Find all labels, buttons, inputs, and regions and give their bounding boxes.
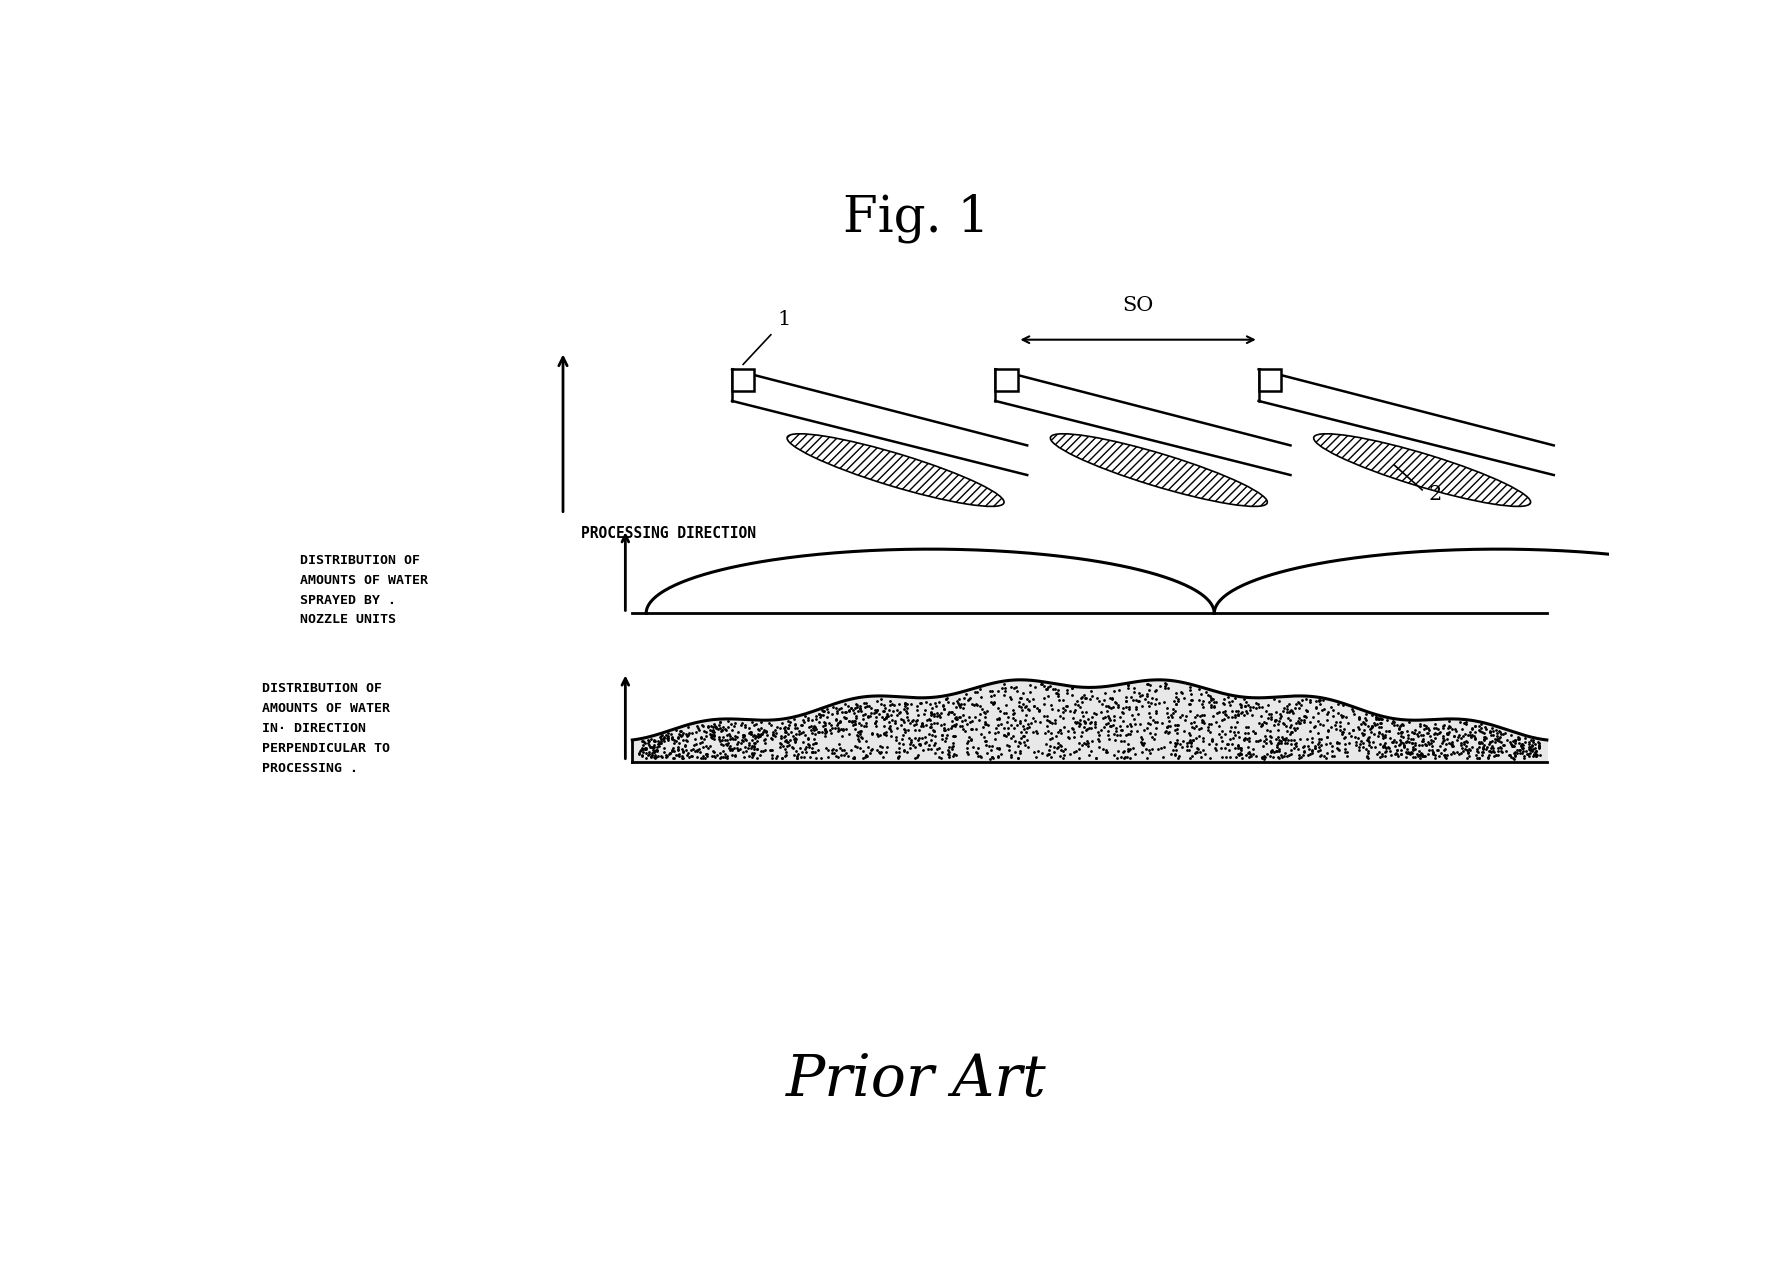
Text: AMOUNTS OF WATER: AMOUNTS OF WATER <box>263 702 390 715</box>
Text: NOZZLE UNITS: NOZZLE UNITS <box>300 613 395 626</box>
Text: PROCESSING .: PROCESSING . <box>263 762 358 775</box>
Text: DISTRIBUTION OF: DISTRIBUTION OF <box>300 554 420 567</box>
Text: 2: 2 <box>1429 485 1443 504</box>
Text: 1: 1 <box>778 310 790 328</box>
Text: Fig. 1: Fig. 1 <box>844 194 989 242</box>
Text: AMOUNTS OF WATER: AMOUNTS OF WATER <box>300 574 427 586</box>
Ellipse shape <box>1314 434 1531 507</box>
Text: Prior Art: Prior Art <box>787 1052 1046 1109</box>
Text: SPRAYED BY .: SPRAYED BY . <box>300 594 395 607</box>
Text: DISTRIBUTION OF: DISTRIBUTION OF <box>263 683 383 695</box>
Bar <box>996 370 1017 391</box>
Ellipse shape <box>787 434 1005 507</box>
Text: PERPENDICULAR TO: PERPENDICULAR TO <box>263 742 390 754</box>
Ellipse shape <box>1050 434 1268 507</box>
Text: IN· DIRECTION: IN· DIRECTION <box>263 722 367 735</box>
Bar <box>731 370 755 391</box>
Text: PROCESSING DIRECTION: PROCESSING DIRECTION <box>581 526 756 541</box>
Bar <box>1259 370 1280 391</box>
Text: SO: SO <box>1123 296 1153 316</box>
